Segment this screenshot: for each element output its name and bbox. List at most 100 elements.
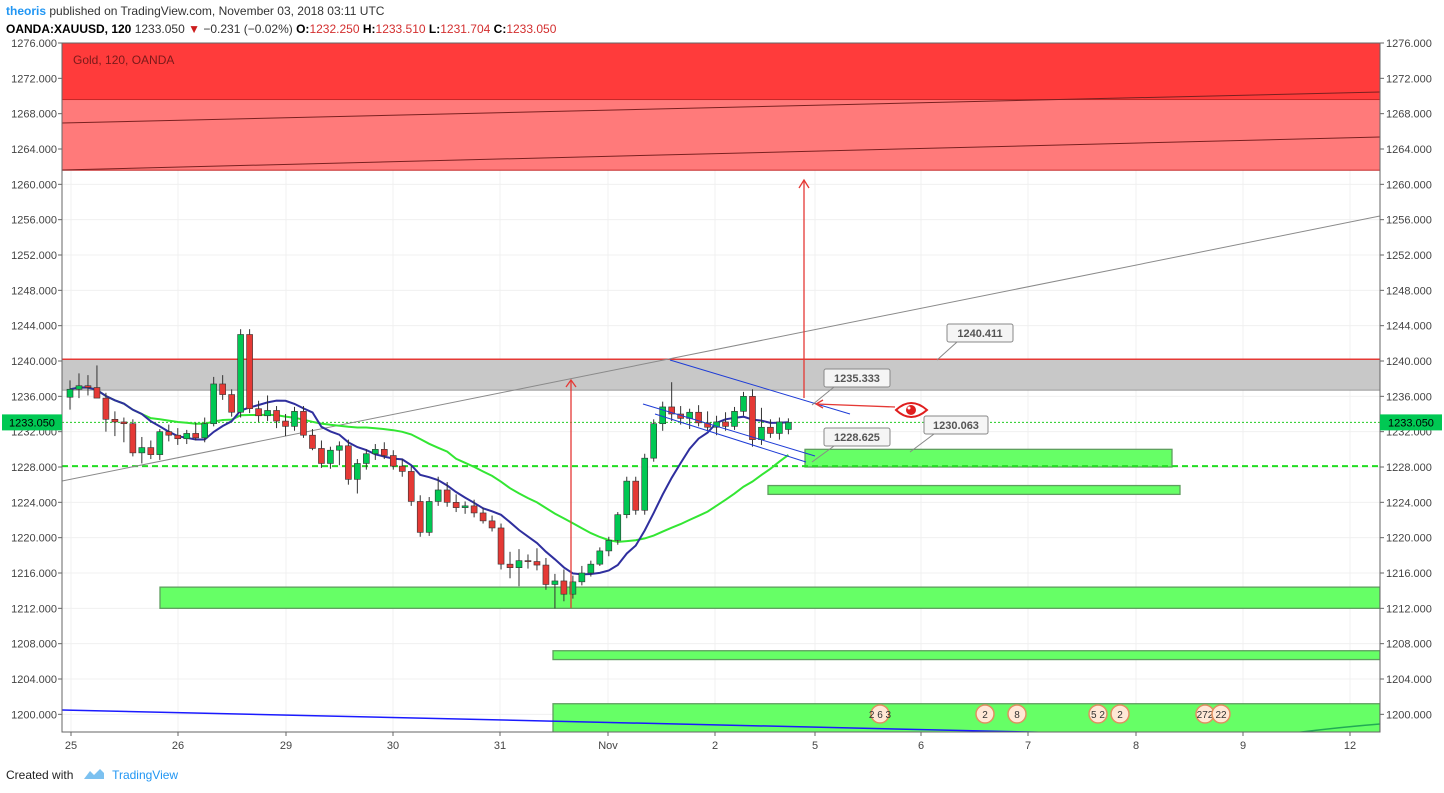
x-tick-label: 26: [172, 740, 184, 752]
tradingview-logo-icon[interactable]: [83, 768, 105, 783]
candle-body: [201, 423, 208, 439]
y-tick-label-left: 1260.000: [11, 179, 57, 191]
y-tick-label-right: 1224.000: [1386, 497, 1432, 509]
callout-pointer: [909, 433, 935, 453]
candle-body: [434, 489, 442, 502]
candle-body: [650, 423, 658, 459]
tradingview-brand-link[interactable]: TradingView: [112, 768, 179, 782]
y-tick-label-left: 1244.000: [11, 321, 57, 333]
x-tick-label: 25: [65, 740, 77, 752]
y-tick-label-left: 1228.000: [11, 462, 57, 474]
y-tick-label-left: 1224.000: [11, 497, 57, 509]
publish-header: theoris published on TradingView.com, No…: [6, 4, 384, 18]
y-tick-label-left: 1248.000: [11, 285, 57, 297]
last-price-tag-right: [1380, 414, 1442, 431]
x-tick-label: 31: [494, 740, 506, 752]
support-zone: [552, 703, 1380, 732]
candle-body: [533, 561, 541, 566]
candle-body: [578, 572, 586, 583]
candle-body: [282, 420, 289, 427]
trendline-rising: [62, 215, 1380, 482]
resistance-zone-upper: [62, 43, 1380, 101]
candle-body: [470, 505, 478, 514]
channel-upper: [669, 359, 851, 415]
arrow-head: [565, 378, 577, 388]
event-marker: 22: [1211, 704, 1231, 724]
last-price-tag-right-label: 1233.050: [1388, 417, 1434, 429]
candle-body: [641, 457, 649, 511]
candle-body: [623, 480, 631, 515]
author-name[interactable]: theoris: [6, 4, 47, 18]
candle-body: [776, 421, 783, 434]
candle-body: [66, 388, 74, 398]
support-zone: [159, 586, 1380, 609]
y-tick-label-right: 1256.000: [1386, 215, 1432, 227]
candle-body: [111, 418, 119, 423]
resistance-zone-lower: [62, 99, 1380, 171]
footer: Created with TradingView: [6, 768, 178, 783]
pointer-arrow: [815, 403, 896, 408]
arrow-head: [798, 178, 810, 189]
channel-middle: [642, 403, 816, 457]
candle-body: [345, 445, 352, 480]
candle-body: [273, 410, 280, 422]
chart-title: Gold, 120, OANDA: [73, 53, 174, 67]
candle-body: [147, 447, 155, 455]
candle-body: [138, 447, 146, 454]
candle-body: [722, 421, 729, 427]
y-tick-label-left: 1264.000: [11, 144, 57, 156]
moving-average-green: [69, 386, 789, 543]
candle-body: [75, 385, 83, 390]
y-tick-label-right: 1264.000: [1386, 144, 1432, 156]
y-tick-label-right: 1276.000: [1386, 38, 1432, 50]
open-value: 1232.250: [309, 22, 360, 36]
candle-body: [237, 334, 244, 413]
created-with-label: Created with: [6, 768, 74, 782]
event-marker-label: 5 2: [1091, 710, 1105, 721]
y-tick-label-right: 1236.000: [1386, 391, 1432, 403]
candle-body: [569, 581, 577, 595]
x-tick-label: Nov: [598, 740, 618, 752]
x-tick-label: 2: [712, 740, 718, 752]
candle-body: [300, 411, 307, 436]
candle-body: [605, 540, 613, 552]
candle-body: [596, 550, 604, 565]
candle-body: [389, 455, 397, 467]
event-marker-label: 2: [982, 710, 988, 721]
last-price: 1233.050: [134, 22, 185, 36]
channel-lower: [654, 413, 807, 463]
y-tick-label-right: 1268.000: [1386, 109, 1432, 121]
high-value: 1233.510: [375, 22, 426, 36]
y-tick-label-right: 1208.000: [1386, 639, 1432, 651]
callout-pointer: [811, 386, 835, 406]
y-tick-label-right: 1260.000: [1386, 179, 1432, 191]
arrow-head: [814, 399, 824, 409]
candle-body: [219, 383, 226, 395]
last-price-tag-left: [2, 414, 62, 431]
candle-body: [560, 580, 568, 595]
y-tick-label-right: 1216.000: [1386, 568, 1432, 580]
price-callout-label: 1240.411: [957, 328, 1002, 340]
close-value: 1233.050: [506, 22, 557, 36]
support-zone: [804, 448, 1173, 468]
y-tick-label-left: 1272.000: [11, 73, 57, 85]
candle-body: [174, 434, 182, 440]
trendline-lower: [62, 136, 1380, 171]
candle-body: [668, 406, 675, 415]
candle-body: [354, 463, 361, 480]
event-marker-label: 272: [1197, 710, 1214, 721]
price-callout-box: [923, 415, 989, 435]
candle-body: [488, 520, 496, 529]
support-zone: [552, 650, 1380, 661]
y-tick-label-left: 1220.000: [11, 533, 57, 545]
plot-area: 1240.411 1235.333 1228.625 1230.063 2 6 3 2 8 5…: [62, 43, 1380, 732]
y-tick-label-right: 1252.000: [1386, 250, 1432, 262]
candle-body: [461, 505, 469, 508]
y-tick-label-left: 1236.000: [11, 391, 57, 403]
y-tick-label-left: 1208.000: [11, 639, 57, 651]
y-tick-label-left: 1204.000: [11, 674, 57, 686]
candle-body: [758, 426, 765, 440]
high-label: H:: [362, 22, 376, 36]
candle-body: [264, 410, 271, 417]
